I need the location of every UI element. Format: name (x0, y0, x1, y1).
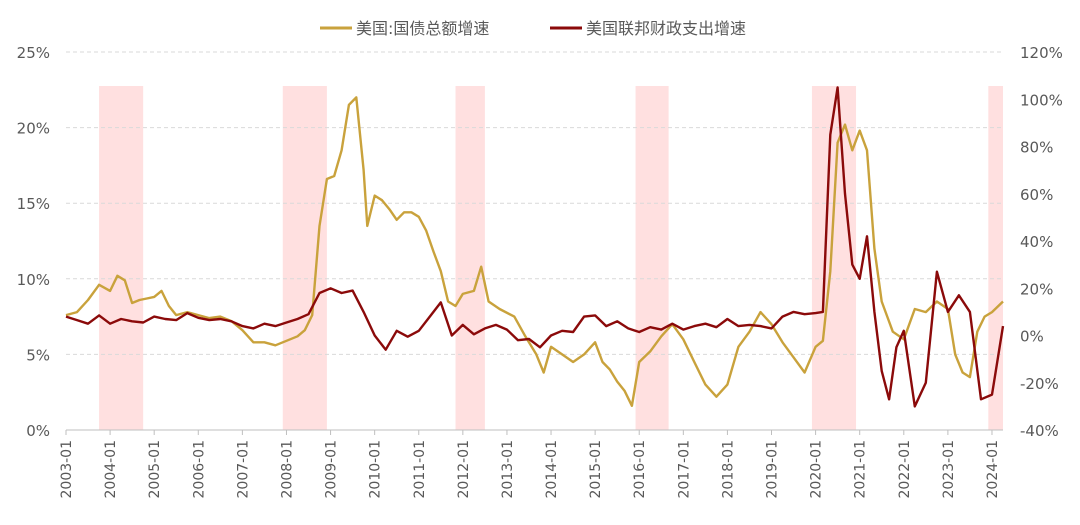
x-tick-label: 2003-01 (59, 440, 75, 499)
x-tick-label: 2004-01 (103, 440, 119, 499)
x-tick-label: 2016-01 (632, 440, 648, 499)
legend-label-2: 美国联邦财政支出增速 (586, 19, 746, 38)
right-tick-label: -20% (1020, 375, 1059, 393)
shaded-period-3 (455, 86, 485, 430)
right-tick-label: 80% (1020, 139, 1053, 157)
series-line-1 (65, 96, 1004, 407)
x-tick-label: 2024-01 (985, 440, 1001, 499)
x-tick-label: 2005-01 (147, 440, 163, 499)
x-tick-label: 2010-01 (368, 440, 384, 499)
x-tick-label: 2019-01 (765, 440, 781, 499)
right-axis-tick-labels: -40% -20% 0% 20% 40% 60% 80% 100% 120% (1020, 44, 1063, 440)
x-tick-label: 2009-01 (324, 440, 340, 499)
x-tick-label: 2013-01 (500, 440, 516, 499)
x-tick-label: 2014-01 (544, 440, 560, 499)
right-tick-label: 20% (1020, 280, 1053, 298)
x-axis: 2003-01 2004-01 2005-01 2006-01 2007-01 2008-… (59, 429, 1003, 499)
x-tick-label: 2006-01 (191, 440, 207, 499)
right-tick-label: 0% (1020, 328, 1044, 346)
left-tick-label: 10% (17, 271, 50, 289)
x-tick-label: 2020-01 (809, 440, 825, 499)
x-tick-label: 2022-01 (897, 440, 913, 499)
legend-label-1: 美国:国债总额增速 (356, 19, 489, 38)
right-tick-label: 100% (1020, 91, 1063, 109)
right-tick-label: 40% (1020, 233, 1053, 251)
shaded-period-2 (282, 86, 327, 430)
right-tick-label: 60% (1020, 186, 1053, 204)
legend: 美国:国债总额增速 美国联邦财政支出增速 (320, 19, 746, 38)
shaded-periods (99, 86, 1003, 430)
left-tick-label: 15% (17, 195, 50, 213)
shaded-period-4 (635, 86, 669, 430)
x-tick-label: 2021-01 (853, 440, 869, 499)
x-tick-label: 2011-01 (412, 440, 428, 499)
x-tick-label: 2015-01 (588, 440, 604, 499)
shaded-period-1 (99, 86, 144, 430)
x-tick-label: 2018-01 (720, 440, 736, 499)
left-tick-label: 25% (17, 44, 50, 62)
series-lines (65, 86, 1005, 408)
left-tick-label: 20% (17, 120, 50, 138)
x-tick-label: 2007-01 (235, 440, 251, 499)
right-tick-label: -40% (1020, 422, 1059, 440)
x-tick-label: 2023-01 (941, 440, 957, 499)
x-tick-label: 2017-01 (676, 440, 692, 499)
shaded-period-5 (811, 86, 857, 430)
right-tick-label: 120% (1020, 44, 1063, 62)
series-line-2 (65, 86, 1005, 408)
left-axis-tick-labels: 0% 5% 10% 15% 20% 25% (17, 44, 50, 440)
left-tick-label: 0% (26, 422, 50, 440)
x-tick-label: 2012-01 (456, 440, 472, 499)
gridlines (66, 51, 1003, 355)
left-tick-label: 5% (26, 346, 50, 364)
x-tick-label: 2008-01 (279, 440, 295, 499)
